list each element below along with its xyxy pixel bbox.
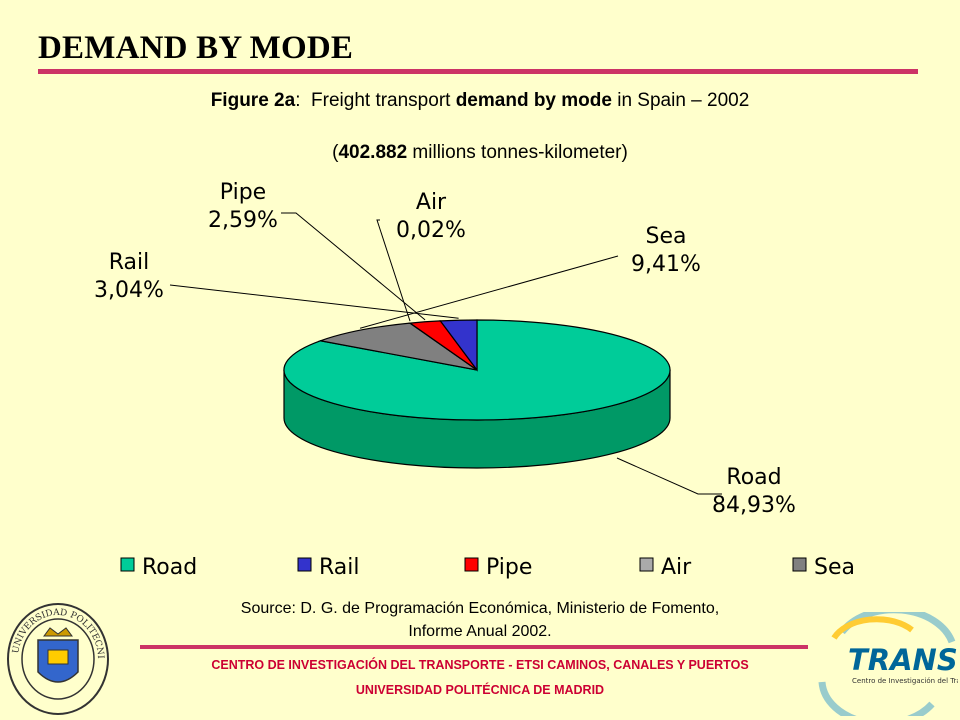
leader-line-rail [169,284,459,319]
total-open: ( [332,142,339,163]
leader-line-air [376,219,411,322]
leader-line-sea [359,255,619,329]
footer-university: UNIVERSIDAD POLITÉCNICA DE MADRID [355,683,605,697]
slice-label-name-pipe: Pipe [220,180,266,205]
leader-line-pipe [281,212,426,321]
source-line-1: Source: D. G. de Programación Económica,… [240,600,720,617]
slice-label-name-road: Road [726,465,781,490]
figure-label: Figure 2a [210,90,296,111]
slice-label-value-rail: 3,04% [94,278,164,303]
footer-institute: CENTRO DE INVESTIGACIÓN DEL TRANSPORTE -… [211,658,749,672]
source-note: Source: D. G. de Programación Económica,… [180,597,780,643]
legend-label-road: Road [142,555,197,580]
pie-slice-rail [439,319,478,372]
total-value: 402.882 [338,142,408,163]
slice-label-value-pipe: 2,59% [208,208,278,233]
legend-label-pipe: Pipe [486,555,532,580]
figure-title-post: in Spain – 2002 [611,90,750,111]
slice-label-value-sea: 9,41% [631,252,701,277]
slice-label-name-air: Air [416,190,447,215]
figure-subtitle: (402.882 millions tonnes-kilometer) [0,142,960,164]
leader-line-road [616,457,722,495]
pie-slice-sea [318,322,478,371]
legend-swatch-sea [792,557,807,572]
bottom-divider [140,645,808,649]
legend-swatch-air [639,557,654,572]
figure-title-pre: Freight transport [311,90,456,111]
transyt-tagline: Centro de Investigación del Transporte [852,677,958,685]
legend-swatch-road [120,557,135,572]
legend-swatch-rail [297,557,312,572]
figure-title-bold: demand by mode [455,90,612,111]
slide-heading: DEMAND BY MODE [38,30,354,66]
total-rest: millions tonnes-kilometer) [407,142,628,163]
legend-label-air: Air [661,555,692,580]
transyt-logo: TRANSYT Centro de Investigación del Tran… [818,612,958,716]
figure-colon: : [295,90,301,111]
figure-title: Figure 2a: Freight transport demand by m… [0,90,960,112]
source-line-2: Informe Anual 2002. [408,623,552,640]
slice-label-name-rail: Rail [109,250,150,275]
university-seal-logo: UNIVERSIDAD POLITECNICA · MADRID [4,600,109,715]
transyt-wordmark: TRANSYT [848,643,958,677]
legend-swatch-pipe [464,557,479,572]
legend-label-sea: Sea [814,555,855,580]
top-divider [38,69,918,74]
slice-label-value-air: 0,02% [396,218,466,243]
slice-label-value-road: 84,93% [712,493,796,518]
slice-label-name-sea: Sea [646,224,687,249]
legend-label-rail: Rail [319,555,360,580]
